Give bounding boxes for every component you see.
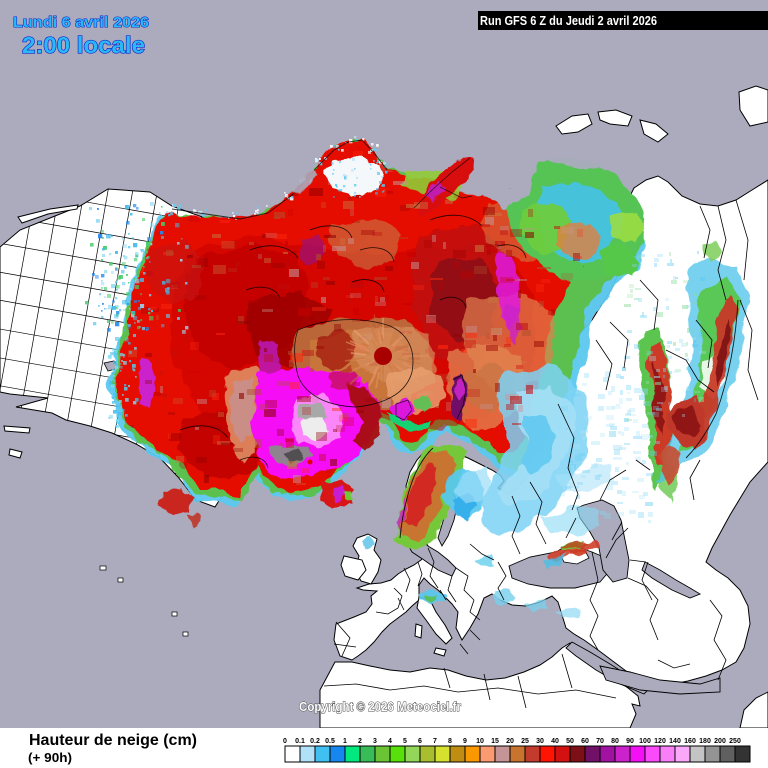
svg-text:180: 180 — [699, 738, 711, 745]
svg-text:50: 50 — [566, 738, 574, 745]
svg-text:2:00 locale: 2:00 locale — [22, 32, 145, 58]
svg-text:7: 7 — [433, 738, 437, 745]
svg-text:60: 60 — [581, 738, 589, 745]
svg-text:30: 30 — [536, 738, 544, 745]
svg-text:(+ 90h): (+ 90h) — [28, 750, 72, 765]
svg-text:Hauteur de neige (cm): Hauteur de neige (cm) — [29, 732, 197, 749]
svg-text:250: 250 — [729, 738, 741, 745]
svg-text:2: 2 — [358, 738, 362, 745]
svg-text:0.1: 0.1 — [295, 738, 305, 745]
svg-text:20: 20 — [506, 738, 514, 745]
svg-text:100: 100 — [639, 738, 651, 745]
svg-text:80: 80 — [611, 738, 619, 745]
svg-text:40: 40 — [551, 738, 559, 745]
svg-text:200: 200 — [714, 738, 726, 745]
svg-text:10: 10 — [476, 738, 484, 745]
svg-text:6: 6 — [418, 738, 422, 745]
svg-text:3: 3 — [373, 738, 377, 745]
svg-text:120: 120 — [654, 738, 666, 745]
svg-text:Copyright © 2026 Meteociel.fr: Copyright © 2026 Meteociel.fr — [299, 700, 461, 714]
svg-text:25: 25 — [521, 738, 529, 745]
svg-text:160: 160 — [684, 738, 696, 745]
svg-text:8: 8 — [448, 738, 452, 745]
svg-text:0.5: 0.5 — [325, 738, 335, 745]
svg-text:140: 140 — [669, 738, 681, 745]
svg-text:Run GFS 6 Z du Jeudi 2 avril 2: Run GFS 6 Z du Jeudi 2 avril 2026 — [480, 14, 657, 28]
svg-text:90: 90 — [626, 738, 634, 745]
svg-text:1: 1 — [343, 738, 347, 745]
svg-text:9: 9 — [463, 738, 467, 745]
svg-text:15: 15 — [491, 738, 499, 745]
svg-text:5: 5 — [403, 738, 407, 745]
svg-text:0.2: 0.2 — [310, 738, 320, 745]
svg-text:70: 70 — [596, 738, 604, 745]
svg-text:Lundi 6 avril 2026: Lundi 6 avril 2026 — [13, 15, 149, 31]
svg-text:0: 0 — [283, 738, 287, 745]
svg-text:4: 4 — [388, 738, 392, 745]
